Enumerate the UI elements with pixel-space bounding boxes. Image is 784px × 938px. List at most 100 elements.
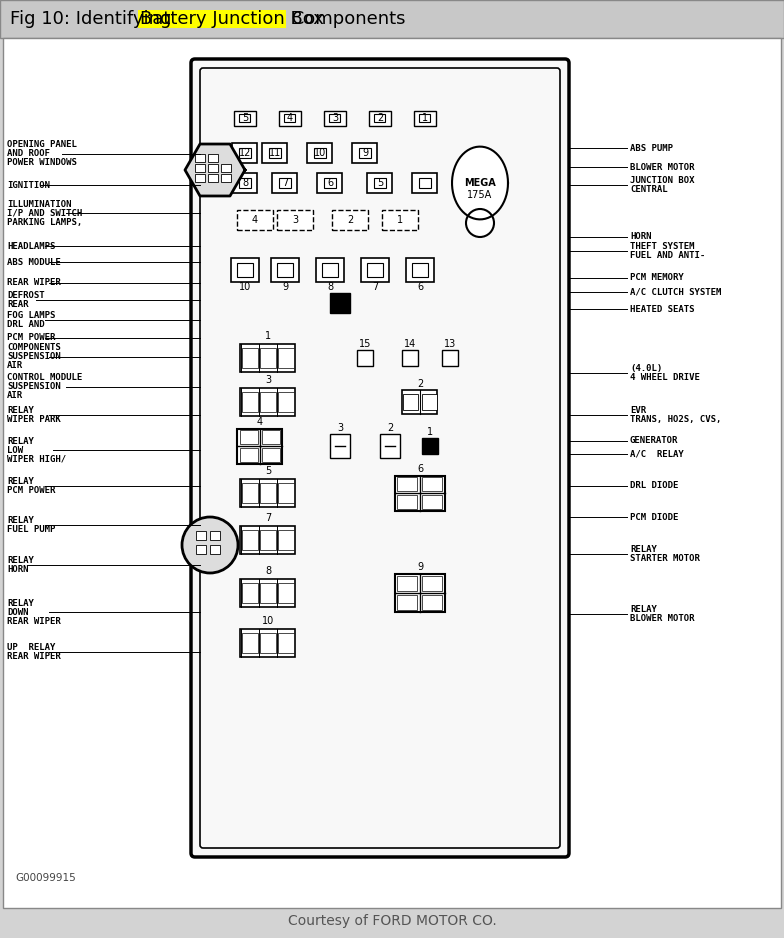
- Text: TRANS, HO2S, CVS,: TRANS, HO2S, CVS,: [630, 415, 721, 424]
- Text: MEGA: MEGA: [464, 178, 495, 188]
- Text: BLOWER MOTOR: BLOWER MOTOR: [630, 163, 695, 172]
- Bar: [242, 483, 258, 503]
- Bar: [397, 576, 418, 591]
- Text: DRL AND: DRL AND: [7, 320, 45, 328]
- Bar: [423, 576, 442, 591]
- Text: RELAY: RELAY: [7, 598, 34, 608]
- Text: SUSPENSION: SUSPENSION: [7, 353, 60, 361]
- Text: 7: 7: [265, 513, 271, 523]
- Text: DRL DIODE: DRL DIODE: [630, 481, 678, 491]
- Bar: [375, 114, 386, 122]
- Text: 10: 10: [262, 616, 274, 626]
- Text: (4.0L): (4.0L): [630, 364, 662, 372]
- Bar: [210, 545, 220, 554]
- Text: 7: 7: [282, 178, 289, 188]
- Bar: [423, 595, 442, 610]
- Bar: [234, 111, 256, 126]
- Bar: [357, 350, 373, 366]
- Bar: [273, 173, 297, 193]
- Text: Fig 10: Identifying: Fig 10: Identifying: [10, 10, 177, 28]
- Text: REAR WIPER: REAR WIPER: [7, 652, 60, 660]
- Text: I/P AND SWITCH: I/P AND SWITCH: [7, 208, 82, 218]
- Text: COMPONENTS: COMPONENTS: [7, 343, 60, 353]
- Bar: [242, 633, 258, 653]
- Bar: [329, 114, 340, 122]
- Text: 1: 1: [427, 427, 433, 437]
- Text: 1: 1: [397, 215, 403, 225]
- Bar: [279, 178, 291, 188]
- Text: A/C CLUTCH SYSTEM: A/C CLUTCH SYSTEM: [630, 288, 721, 296]
- Text: 15: 15: [359, 339, 371, 349]
- Bar: [263, 143, 288, 163]
- Bar: [278, 483, 294, 503]
- Bar: [380, 434, 400, 458]
- Bar: [367, 263, 383, 277]
- Bar: [324, 178, 336, 188]
- Bar: [278, 530, 294, 550]
- Text: SUSPENSION: SUSPENSION: [7, 383, 60, 391]
- Bar: [138, 10, 286, 28]
- Bar: [332, 210, 368, 230]
- Text: 9: 9: [282, 282, 288, 292]
- Bar: [316, 258, 344, 282]
- Bar: [260, 392, 276, 412]
- Text: WIPER PARK: WIPER PARK: [7, 415, 60, 424]
- Bar: [414, 111, 436, 126]
- Bar: [330, 434, 350, 458]
- Bar: [318, 173, 343, 193]
- Bar: [403, 394, 418, 411]
- Bar: [233, 143, 257, 163]
- Text: 175A: 175A: [467, 190, 492, 200]
- Bar: [423, 494, 442, 508]
- Text: RELAY: RELAY: [630, 605, 657, 614]
- Text: G00099915: G00099915: [15, 873, 76, 883]
- Text: 6: 6: [417, 282, 423, 292]
- Text: Courtesy of FORD MOTOR CO.: Courtesy of FORD MOTOR CO.: [288, 914, 496, 928]
- Text: PCM POWER: PCM POWER: [7, 486, 56, 494]
- Bar: [239, 178, 251, 188]
- Text: 4: 4: [257, 417, 263, 427]
- Bar: [397, 477, 418, 492]
- Bar: [361, 258, 389, 282]
- Text: FUEL AND ANTI-: FUEL AND ANTI-: [630, 251, 706, 260]
- Bar: [412, 173, 437, 193]
- Text: 4: 4: [287, 113, 293, 123]
- Bar: [242, 583, 258, 603]
- Text: ILLUMINATION: ILLUMINATION: [7, 200, 71, 208]
- Bar: [221, 164, 231, 172]
- Bar: [406, 258, 434, 282]
- Bar: [314, 148, 326, 158]
- Bar: [353, 143, 378, 163]
- Text: 8: 8: [327, 282, 333, 292]
- Text: 2: 2: [347, 215, 353, 225]
- Bar: [237, 263, 253, 277]
- Bar: [422, 394, 437, 411]
- Text: Battery Junction Box: Battery Junction Box: [140, 10, 324, 28]
- Text: Components: Components: [286, 10, 405, 28]
- Bar: [196, 545, 206, 554]
- Text: 3: 3: [292, 215, 298, 225]
- Bar: [402, 390, 437, 414]
- Text: 2: 2: [417, 379, 423, 389]
- Text: RELAY: RELAY: [7, 555, 34, 565]
- Text: POWER WINDOWS: POWER WINDOWS: [7, 159, 77, 167]
- Text: 10: 10: [314, 148, 326, 158]
- Text: 9: 9: [417, 562, 423, 572]
- Text: 3: 3: [265, 375, 271, 385]
- Text: IGNITION: IGNITION: [7, 181, 50, 190]
- Bar: [369, 111, 391, 126]
- Bar: [359, 148, 372, 158]
- Bar: [231, 258, 259, 282]
- Text: DEFROST: DEFROST: [7, 291, 45, 300]
- Bar: [196, 531, 206, 540]
- Bar: [278, 348, 294, 368]
- Bar: [419, 114, 430, 122]
- Text: 1: 1: [422, 113, 428, 123]
- Bar: [242, 392, 258, 412]
- Bar: [278, 633, 294, 653]
- Bar: [260, 530, 276, 550]
- Text: THEFT SYSTEM: THEFT SYSTEM: [630, 242, 695, 251]
- Text: 5: 5: [265, 466, 271, 476]
- Text: EVR: EVR: [630, 405, 646, 415]
- Bar: [307, 143, 332, 163]
